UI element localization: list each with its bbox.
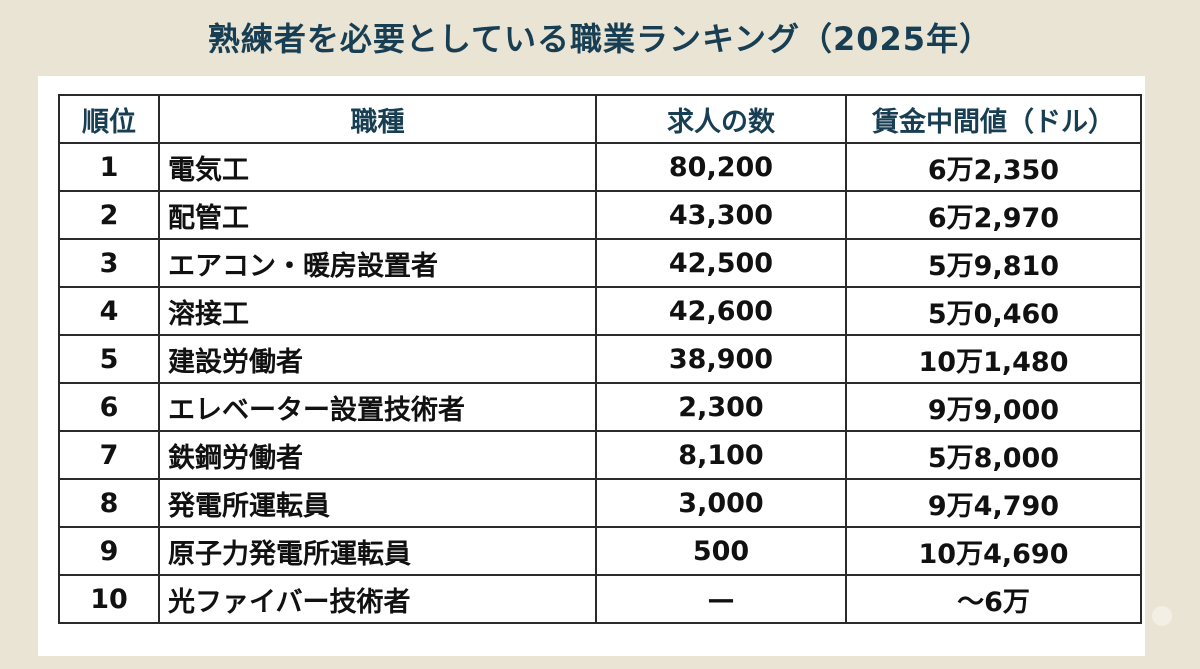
openings-cell: 2,300 [595, 382, 847, 432]
openings-cell: 38,900 [595, 334, 847, 384]
rank-cell: 2 [58, 190, 160, 240]
header-job: 職種 [158, 94, 597, 144]
header-wage: 賃金中間値（ドル） [845, 94, 1142, 144]
wage-cell: 9万4,790 [845, 478, 1142, 528]
wage-cell: 5万8,000 [845, 430, 1142, 480]
table-row: 2 配管工 43,300 6万2,970 [58, 190, 1142, 240]
job-cell: 溶接工 [158, 286, 597, 336]
table-row: 10 光ファイバー技術者 — 〜6万 [58, 574, 1142, 624]
header-openings: 求人の数 [595, 94, 847, 144]
rank-cell: 9 [58, 526, 160, 576]
wage-cell: 9万9,000 [845, 382, 1142, 432]
wage-cell: 5万9,810 [845, 238, 1142, 288]
rank-cell: 10 [58, 574, 160, 624]
job-cell: エアコン・暖房設置者 [158, 238, 597, 288]
page-title: 熟練者を必要としている職業ランキング（2025年） [207, 20, 993, 58]
job-cell: 建設労働者 [158, 334, 597, 384]
ranking-table: 順位 職種 求人の数 賃金中間値（ドル） 1 電気工 80,200 6万2,35… [58, 94, 1142, 624]
ranking-table-panel: 順位 職種 求人の数 賃金中間値（ドル） 1 電気工 80,200 6万2,35… [38, 76, 1145, 656]
rank-cell: 7 [58, 430, 160, 480]
job-cell: 光ファイバー技術者 [158, 574, 597, 624]
wage-cell: 6万2,350 [845, 142, 1142, 192]
table-row: 3 エアコン・暖房設置者 42,500 5万9,810 [58, 238, 1142, 288]
rank-cell: 3 [58, 238, 160, 288]
table-row: 5 建設労働者 38,900 10万1,480 [58, 334, 1142, 384]
header-rank: 順位 [58, 94, 160, 144]
table-header-row: 順位 職種 求人の数 賃金中間値（ドル） [58, 94, 1142, 144]
openings-cell: 42,600 [595, 286, 847, 336]
table-row: 4 溶接工 42,600 5万0,460 [58, 286, 1142, 336]
decorative-dot [1152, 606, 1172, 626]
rank-cell: 8 [58, 478, 160, 528]
job-cell: 電気工 [158, 142, 597, 192]
table-row: 1 電気工 80,200 6万2,350 [58, 142, 1142, 192]
wage-cell: 6万2,970 [845, 190, 1142, 240]
openings-cell: — [595, 574, 847, 624]
table-row: 6 エレベーター設置技術者 2,300 9万9,000 [58, 382, 1142, 432]
job-cell: エレベーター設置技術者 [158, 382, 597, 432]
openings-cell: 43,300 [595, 190, 847, 240]
table-row: 7 鉄鋼労働者 8,100 5万8,000 [58, 430, 1142, 480]
wage-cell: 10万1,480 [845, 334, 1142, 384]
job-cell: 配管工 [158, 190, 597, 240]
wage-cell: 5万0,460 [845, 286, 1142, 336]
wage-cell: 10万4,690 [845, 526, 1142, 576]
table-row: 9 原子力発電所運転員 500 10万4,690 [58, 526, 1142, 576]
openings-cell: 3,000 [595, 478, 847, 528]
openings-cell: 80,200 [595, 142, 847, 192]
table-row: 8 発電所運転員 3,000 9万4,790 [58, 478, 1142, 528]
openings-cell: 500 [595, 526, 847, 576]
openings-cell: 8,100 [595, 430, 847, 480]
rank-cell: 1 [58, 142, 160, 192]
wage-cell: 〜6万 [845, 574, 1142, 624]
job-cell: 発電所運転員 [158, 478, 597, 528]
openings-cell: 42,500 [595, 238, 847, 288]
job-cell: 鉄鋼労働者 [158, 430, 597, 480]
rank-cell: 5 [58, 334, 160, 384]
job-cell: 原子力発電所運転員 [158, 526, 597, 576]
rank-cell: 4 [58, 286, 160, 336]
rank-cell: 6 [58, 382, 160, 432]
